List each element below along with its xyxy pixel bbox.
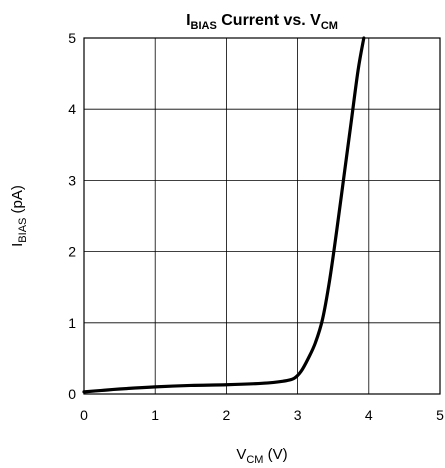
y-tick-label-1: 1 <box>68 315 76 331</box>
chart-title: IBIAS Current vs. VCM <box>186 12 338 32</box>
title-mid: Current vs. V <box>217 12 321 29</box>
x-tick-label-1: 1 <box>151 407 159 423</box>
x-tick-label-3: 3 <box>294 407 302 423</box>
y-axis-label-subscript: BIAS <box>17 218 29 243</box>
y-axis-label-main: I <box>9 243 26 247</box>
x-axis-label: VCM (V) <box>236 446 287 466</box>
plot-frame <box>83 37 441 395</box>
x-tick-label-0: 0 <box>80 407 88 423</box>
title-main: I <box>186 12 190 29</box>
y-tick-label-0: 0 <box>68 386 76 402</box>
x-tick-labels: 0 1 2 3 4 5 <box>80 407 444 423</box>
grid-lines <box>84 38 440 394</box>
x-tick-label-4: 4 <box>365 407 373 423</box>
y-axis-label: IBIAS (pA) <box>9 185 29 247</box>
x-tick-label-5: 5 <box>436 407 444 423</box>
y-tick-label-5: 5 <box>68 30 76 46</box>
x-tick-label-2: 2 <box>223 407 231 423</box>
series-group <box>82 36 366 394</box>
x-axis-label-subscript: CM <box>246 454 263 466</box>
y-tick-label-3: 3 <box>68 172 76 188</box>
title-end-subscript: CM <box>321 20 338 32</box>
y-axis-label-suffix: (pA) <box>9 185 26 218</box>
y-tick-labels: 0 1 2 3 4 5 <box>68 30 76 402</box>
y-tick-label-2: 2 <box>68 244 76 260</box>
x-axis-label-suffix: (V) <box>263 446 287 463</box>
series-line-0 <box>82 36 366 394</box>
y-tick-label-4: 4 <box>68 101 76 117</box>
title-main-subscript: BIAS <box>191 20 217 32</box>
x-axis-label-main: V <box>236 446 246 463</box>
